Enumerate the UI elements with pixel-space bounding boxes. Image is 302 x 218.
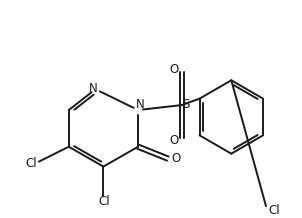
Text: Cl: Cl [98,195,110,208]
Text: Cl: Cl [25,157,37,170]
Text: O: O [171,152,180,165]
Text: N: N [89,82,98,95]
Text: O: O [169,134,178,147]
Text: S: S [182,98,189,111]
Text: O: O [169,63,178,76]
Text: Cl: Cl [268,204,280,217]
Text: N: N [136,98,144,111]
